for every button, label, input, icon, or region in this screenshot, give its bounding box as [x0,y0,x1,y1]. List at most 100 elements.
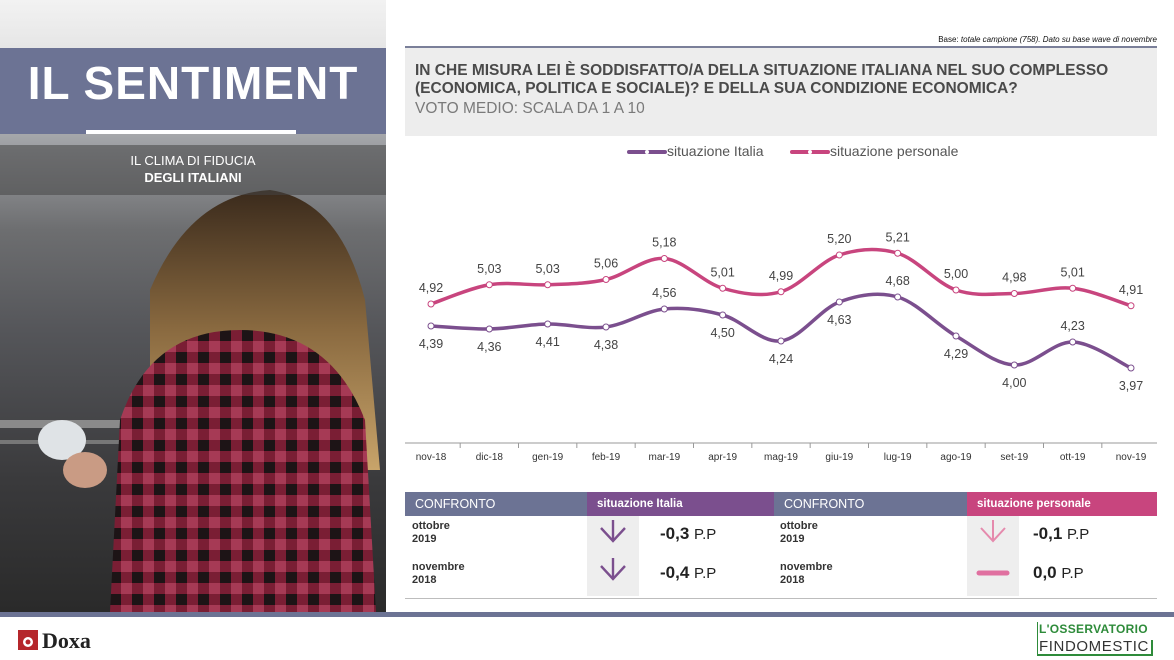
row-label-line1: novembre [412,561,465,573]
row-label-italia-2: novembre 2018 [412,561,465,587]
header-confronto-italia: CONFRONTO [405,492,587,516]
delta-personale-1: -0,1 P.P [1033,524,1089,544]
legend-italia: situazione Italia [667,143,764,159]
data-point [1127,364,1135,372]
data-label: 4,98 [1002,271,1026,285]
x-tick-label: feb-19 [592,452,621,463]
question-scale: VOTO MEDIO: SCALA DA 1 A 10 [415,100,645,117]
delta-value: -0,3 [660,524,690,543]
data-point [485,325,493,333]
question-line1: IN CHE MISURA LEI È SODDISFATTO/A DELLA … [415,62,1109,79]
data-point [602,276,610,283]
data-label: 5,03 [477,262,501,276]
data-point [602,323,610,331]
data-label: 4,29 [944,347,968,361]
base-note-text: totale campione (758). Dato su base wave… [960,35,1157,44]
data-point [1010,290,1018,297]
data-label: 4,50 [710,326,734,340]
row-label-line1: ottobre [412,520,450,532]
data-label: 4,99 [769,269,793,283]
data-label: 4,38 [594,338,618,352]
line-chart: nov-18 dic-18 gen-19 feb-19 mar-19 apr-19 mag-… [405,230,1157,463]
delta-italia-1: -0,3 P.P [660,524,716,544]
data-label: 4,41 [535,335,559,349]
data-point [427,300,435,308]
row-label-italia-1: ottobre 2019 [412,520,450,546]
subtitle-line2: DEGLI ITALIANI [144,170,242,185]
x-tick-label: mag-19 [764,452,798,463]
base-note-label: Base: [938,35,959,44]
data-label: 5,06 [594,257,618,271]
delta-value: -0,4 [660,563,690,582]
data-label: 4,56 [652,286,676,300]
delta-value: -0,1 [1033,524,1063,543]
delta-italia-2: -0,4 P.P [660,563,716,583]
trend-column-italia [587,516,639,596]
x-tick-label: gen-19 [532,452,564,463]
x-tick-label: apr-19 [708,452,737,463]
x-tick-label: mar-19 [648,452,680,463]
data-label: 4,23 [1060,319,1084,333]
row-label-personale-2: novembre 2018 [780,561,833,587]
data-label: 5,01 [710,265,734,279]
doxa-wordmark: Doxa [42,628,91,653]
data-label: 3,97 [1119,379,1143,393]
delta-unit: P.P [694,526,717,543]
data-label: 4,68 [885,274,909,288]
data-point [544,320,552,328]
header-confronto-personale: CONFRONTO [774,492,967,516]
x-tick-label: ago-19 [940,452,972,463]
osservatorio-logo: L'OSSERVATORIO FINDOMESTIC [1037,622,1153,656]
row-label-personale-1: ottobre 2019 [780,520,818,546]
delta-value: 0,0 [1033,563,1057,582]
delta-personale-2: 0,0 P.P [1033,563,1084,583]
question-line2: (ECONOMICA, POLITICA E SOCIALE)? E DELLA… [415,80,1018,97]
trend-icons-personale [976,520,1010,576]
data-point [660,255,668,262]
data-label: 5,20 [827,232,851,246]
x-tick-label: nov-19 [1116,452,1147,463]
data-point [894,249,902,257]
data-label: 5,03 [535,262,559,276]
legend-marker-personale [790,150,830,154]
row-label-line2: 2019 [780,533,805,545]
cover-photo [0,190,380,612]
question-topline [405,46,1157,48]
data-point [894,293,902,301]
data-point [719,311,727,319]
question-box: IN CHE MISURA LEI È SODDISFATTO/A DELLA … [405,48,1157,136]
data-label: 5,18 [652,236,676,250]
trend-column-personale [967,516,1019,596]
legend-personale: situazione personale [830,143,959,159]
x-tick-label: dic-18 [476,452,504,463]
data-label: 4,00 [1002,376,1026,390]
chart-legend: situazione Italia situazione personale [405,143,1157,163]
delta-unit: P.P [1067,526,1090,543]
data-point [427,322,435,330]
data-label: 4,92 [419,281,443,295]
data-label: 4,39 [419,337,443,351]
doxa-mark-icon [18,630,38,650]
data-point [835,298,843,306]
data-point [1069,284,1077,292]
data-label: 5,00 [944,267,968,281]
footer-bar [0,612,1174,617]
row-label-line1: novembre [780,561,833,573]
delta-unit: P.P [1061,565,1084,582]
data-label: 5,21 [885,230,909,244]
data-point [777,337,785,345]
data-point [544,281,552,289]
subtitle-band: IL CLIMA DI FIDUCIA DEGLI ITALIANI [0,145,386,195]
data-point [835,251,843,259]
row-label-line2: 2018 [780,574,805,586]
section-title: IL SENTIMENT [27,57,359,109]
data-point [1069,338,1077,346]
x-tick-label: ott-19 [1060,452,1086,463]
cover-panel: IL SENTIMENT IL CLIMA DI FIDUCIA DEGLI I… [0,0,386,612]
delta-unit: P.P [694,565,717,582]
data-point [777,288,785,296]
title-underline [86,130,296,134]
row-label-line2: 2018 [412,574,437,586]
x-tick-label: nov-18 [416,452,447,463]
header-situazione-italia: situazione Italia [587,492,774,516]
